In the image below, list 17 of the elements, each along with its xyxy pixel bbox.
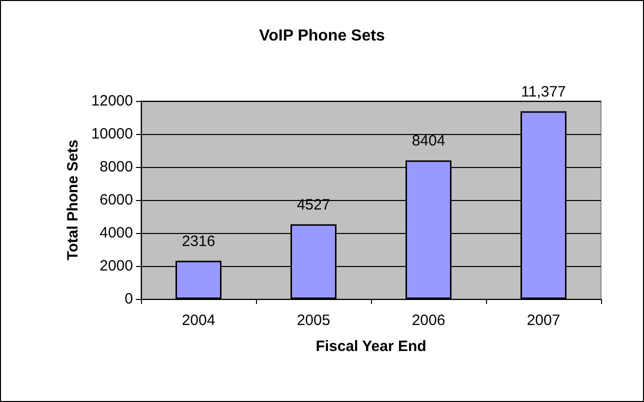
chart-title: VoIP Phone Sets bbox=[259, 28, 385, 44]
y-tick-label: 12000 bbox=[91, 92, 133, 110]
data-label: 11,377 bbox=[521, 83, 566, 100]
y-axis-title: Total Phone Sets bbox=[64, 140, 82, 260]
y-tick-label: 10000 bbox=[91, 126, 133, 142]
y-tick-label: 6000 bbox=[100, 192, 133, 208]
x-axis-title: Fiscal Year End bbox=[316, 338, 426, 355]
data-label: 2316 bbox=[182, 232, 216, 250]
x-tick-label: 2007 bbox=[526, 312, 560, 329]
x-tick-label: 2006 bbox=[412, 312, 446, 329]
x-tick-label: 2004 bbox=[182, 312, 216, 329]
y-tick-label: 4000 bbox=[100, 224, 133, 242]
data-label: 8404 bbox=[412, 132, 446, 150]
x-tick-label: 2005 bbox=[296, 312, 330, 329]
y-tick-label: 0 bbox=[124, 290, 133, 308]
y-tick-label: 8000 bbox=[100, 158, 133, 176]
y-tick-label: 2000 bbox=[100, 258, 133, 274]
